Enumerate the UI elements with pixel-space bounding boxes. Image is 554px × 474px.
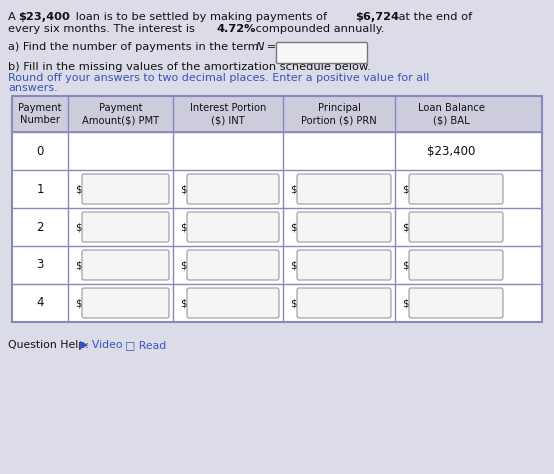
FancyBboxPatch shape <box>297 174 391 204</box>
FancyBboxPatch shape <box>409 250 503 280</box>
Text: $: $ <box>402 260 409 270</box>
Bar <box>12 96 542 322</box>
Text: $: $ <box>290 184 297 194</box>
Text: $: $ <box>290 260 297 270</box>
Bar <box>12 170 542 208</box>
Text: $: $ <box>402 184 409 194</box>
Text: $: $ <box>181 222 187 232</box>
Text: N: N <box>256 42 264 52</box>
Text: $6,724: $6,724 <box>355 12 399 22</box>
FancyBboxPatch shape <box>187 212 279 242</box>
Bar <box>12 132 542 170</box>
Text: answers.: answers. <box>8 83 58 93</box>
Text: $: $ <box>290 222 297 232</box>
Text: at the end of: at the end of <box>395 12 472 22</box>
FancyBboxPatch shape <box>276 43 367 64</box>
FancyBboxPatch shape <box>297 288 391 318</box>
FancyBboxPatch shape <box>187 288 279 318</box>
Text: every six months. The interest is: every six months. The interest is <box>8 24 198 34</box>
Text: Principal
Portion ($) PRN: Principal Portion ($) PRN <box>301 103 377 125</box>
Text: Payment
Amount($) PMT: Payment Amount($) PMT <box>82 103 159 125</box>
Text: $: $ <box>402 222 409 232</box>
Text: $: $ <box>75 260 82 270</box>
Text: 2: 2 <box>36 220 44 234</box>
FancyBboxPatch shape <box>297 250 391 280</box>
Text: 4: 4 <box>36 297 44 310</box>
FancyBboxPatch shape <box>409 212 503 242</box>
FancyBboxPatch shape <box>187 250 279 280</box>
FancyBboxPatch shape <box>187 174 279 204</box>
Text: $: $ <box>181 298 187 308</box>
Bar <box>12 246 542 284</box>
Text: Round off your answers to two decimal places. Enter a positive value for all: Round off your answers to two decimal pl… <box>8 73 429 83</box>
FancyBboxPatch shape <box>297 212 391 242</box>
Bar <box>12 284 542 322</box>
Text: 3: 3 <box>37 258 44 272</box>
Bar <box>12 96 542 132</box>
Text: loan is to be settled by making payments of: loan is to be settled by making payments… <box>72 12 331 22</box>
Text: □ Read: □ Read <box>125 340 166 350</box>
Bar <box>12 208 542 246</box>
Bar <box>12 96 542 322</box>
FancyBboxPatch shape <box>409 288 503 318</box>
Text: Loan Balance
($) BAL: Loan Balance ($) BAL <box>418 103 485 125</box>
Text: $: $ <box>75 298 82 308</box>
FancyBboxPatch shape <box>82 212 169 242</box>
Text: $: $ <box>290 298 297 308</box>
Text: a) Find the number of payments in the term.: a) Find the number of payments in the te… <box>8 42 270 52</box>
Text: $: $ <box>75 184 82 194</box>
Text: $: $ <box>181 260 187 270</box>
Text: $: $ <box>75 222 82 232</box>
Text: 1: 1 <box>36 182 44 195</box>
FancyBboxPatch shape <box>409 174 503 204</box>
FancyBboxPatch shape <box>82 288 169 318</box>
Text: $: $ <box>181 184 187 194</box>
FancyBboxPatch shape <box>82 250 169 280</box>
Text: 0: 0 <box>37 145 44 157</box>
Text: =: = <box>263 42 276 52</box>
Text: A: A <box>8 12 19 22</box>
Text: 4.72%: 4.72% <box>216 24 255 34</box>
Text: compounded annually.: compounded annually. <box>252 24 384 34</box>
Text: $23,400: $23,400 <box>18 12 70 22</box>
Text: b) Fill in the missing values of the amortization schedule below.: b) Fill in the missing values of the amo… <box>8 62 371 72</box>
Text: Question Help:: Question Help: <box>8 340 89 350</box>
Text: Payment
Number: Payment Number <box>18 103 61 125</box>
Text: ▶ Video: ▶ Video <box>80 340 122 350</box>
FancyBboxPatch shape <box>82 174 169 204</box>
Text: $23,400: $23,400 <box>427 145 475 157</box>
Text: $: $ <box>402 298 409 308</box>
Text: Interest Portion
($) INT: Interest Portion ($) INT <box>190 103 266 125</box>
